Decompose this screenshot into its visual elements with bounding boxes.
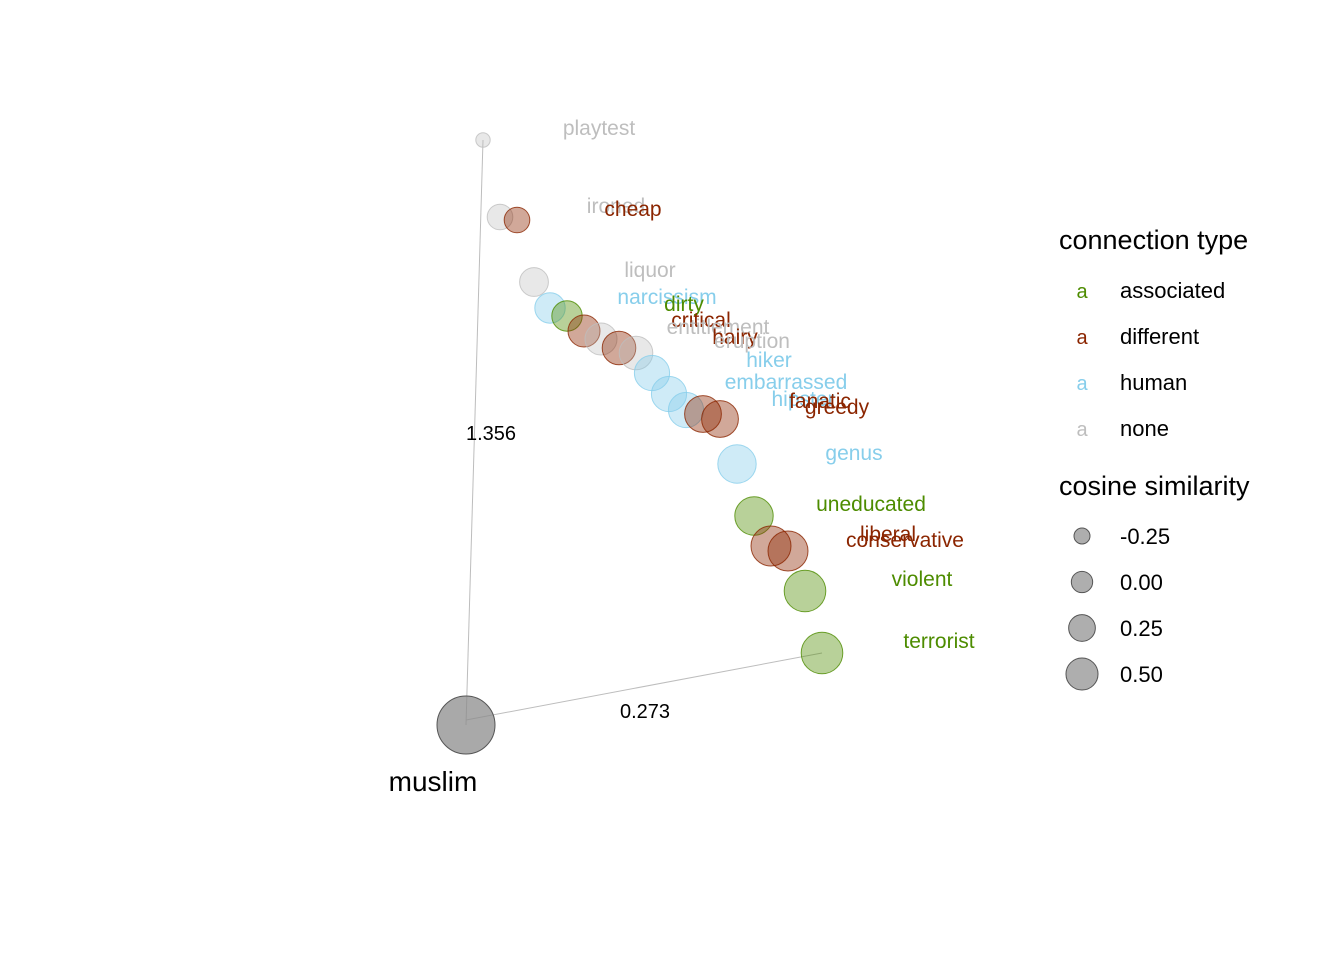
legend-swatch-none: a (1076, 419, 1088, 441)
legend-label-none: none (1120, 416, 1169, 441)
label-hiker: hiker (746, 349, 792, 372)
label-uneducated: uneducated (816, 493, 926, 516)
legend-size-label-1: 0.00 (1120, 570, 1163, 595)
label-narcissism: narcissism (617, 286, 716, 309)
point-embarrassed (650, 375, 688, 413)
label-violent: violent (892, 568, 953, 591)
label-liberal: liberal (860, 523, 916, 546)
point-entitlement (584, 322, 618, 356)
label-hairy: hairy (712, 326, 758, 349)
anchor-label-muslim: muslim (389, 766, 478, 797)
horizontal-axis-line (465, 652, 823, 721)
horizontal-distance-label: 0.273 (620, 701, 670, 723)
label-embarrassed: embarrassed (725, 371, 848, 394)
point-dirty (551, 300, 583, 332)
anchor-point-muslim (436, 695, 496, 755)
legend-size-swatch-1 (1070, 570, 1094, 594)
legend-swatch-human: a (1076, 373, 1088, 395)
legend-size-swatch-3 (1065, 657, 1099, 691)
point-critical (567, 314, 601, 348)
label-liquor: liquor (624, 259, 675, 282)
points-layer (475, 132, 844, 675)
point-cheap (503, 206, 531, 234)
vertical-distance-label: 1.356 (466, 423, 516, 445)
label-conservative: conservative (846, 529, 964, 552)
label-entitlement: entitlement (667, 316, 770, 339)
legend-size-swatch-0 (1073, 527, 1091, 545)
legend-size-swatch-2 (1068, 614, 1096, 642)
legend-label-different: different (1120, 324, 1199, 349)
point-conservative (767, 530, 809, 572)
label-cheap: cheap (604, 198, 661, 221)
legend-label-associated: associated (1120, 278, 1225, 303)
point-playtest (475, 132, 491, 148)
label-fanatic: fanatic (789, 390, 851, 413)
label-ironed: ironed (587, 195, 645, 218)
legend-color-entries: a associated a different a human a none (1076, 278, 1225, 441)
anchor-layer: muslim (389, 695, 496, 797)
legend-size-label-2: 0.25 (1120, 616, 1163, 641)
label-hipster: hipster (771, 388, 834, 411)
point-narcissism (534, 292, 566, 324)
point-ironed (486, 203, 514, 231)
axes-layer: 1.356 0.273 (465, 139, 823, 726)
vertical-axis-line (465, 139, 484, 726)
legend-size-title: cosine similarity (1059, 471, 1250, 501)
point-hairy (601, 330, 637, 366)
legend-swatch-different: a (1076, 327, 1088, 349)
point-liquor (519, 267, 549, 297)
legend-size-label-3: 0.50 (1120, 662, 1163, 687)
point-violent (783, 569, 827, 613)
legend-size-label-0: -0.25 (1120, 524, 1170, 549)
legend: connection type a associated a different a hu… (1059, 225, 1250, 691)
legend-size-entries: -0.25 0.00 0.25 0.50 (1065, 524, 1170, 691)
label-eruption: eruption (714, 330, 790, 353)
point-genus (717, 444, 757, 484)
legend-label-human: human (1120, 370, 1187, 395)
label-critical: critical (671, 309, 731, 332)
label-playtest: playtest (563, 117, 636, 140)
legend-color-title: connection type (1059, 225, 1248, 255)
label-greedy: greedy (805, 396, 870, 419)
label-terrorist: terrorist (903, 630, 974, 653)
point-greedy (701, 400, 739, 438)
point-liberal (750, 525, 792, 567)
point-fanatic (684, 395, 722, 433)
point-eruption (618, 335, 654, 371)
legend-swatch-associated: a (1076, 281, 1088, 303)
label-dirty: dirty (664, 293, 704, 316)
label-genus: genus (825, 442, 882, 465)
point-terrorist (800, 631, 844, 675)
